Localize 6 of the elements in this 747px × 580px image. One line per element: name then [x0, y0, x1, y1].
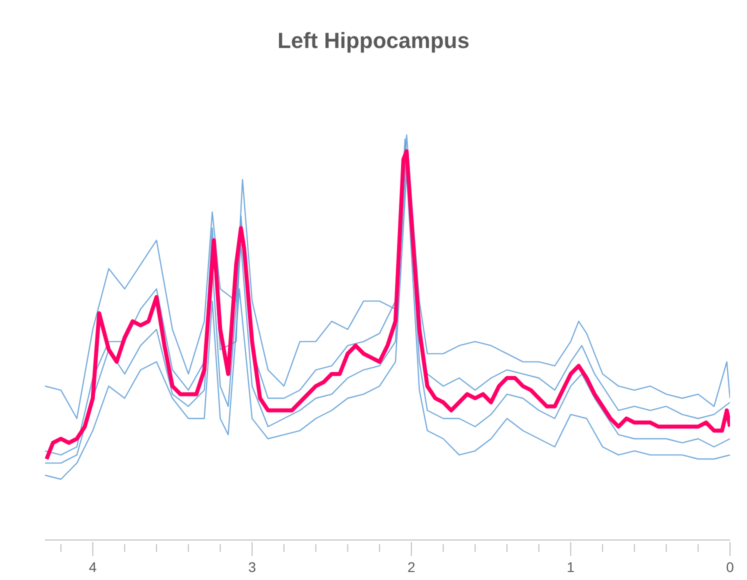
x-tick-label: 3	[248, 559, 256, 575]
x-tick-label: 4	[88, 559, 97, 575]
chart-title: Left Hippocampus	[276, 28, 470, 54]
x-tick-label: 2	[407, 559, 416, 575]
x-tick-label: 1	[566, 559, 575, 575]
x-tick-label: 0	[726, 559, 734, 575]
